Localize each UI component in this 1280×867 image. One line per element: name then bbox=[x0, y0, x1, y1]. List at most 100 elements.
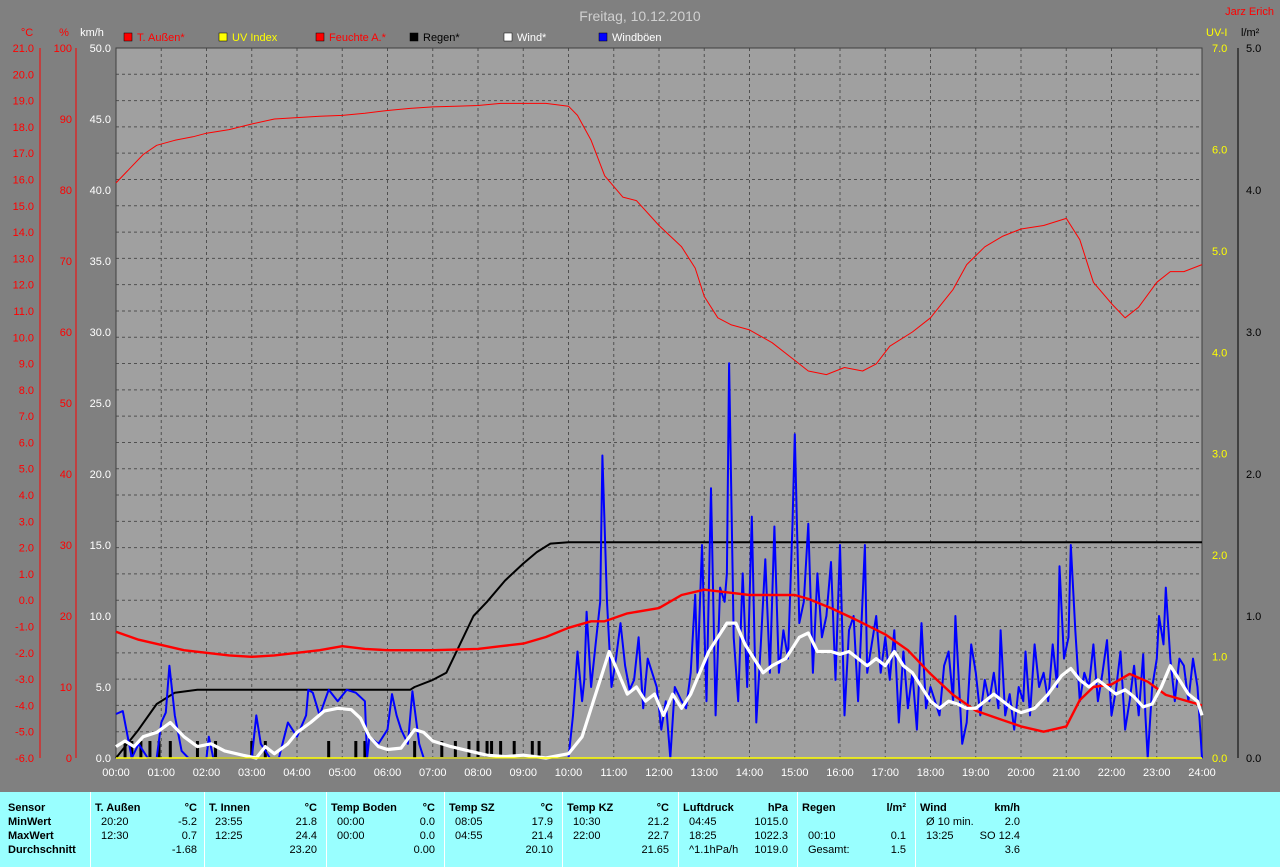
statistics-table: Sensor MinWert MaxWert Durchschnitt T. A… bbox=[0, 792, 1280, 867]
stat-value: 21.4 bbox=[531, 830, 553, 842]
section-name: T. Innen bbox=[209, 802, 250, 814]
chart-title: Freitag, 10.12.2010 bbox=[579, 8, 701, 24]
legend-label: Wind* bbox=[517, 32, 547, 44]
stat-value: 21.8 bbox=[295, 816, 317, 828]
temp-tick-label: 1.0 bbox=[19, 569, 34, 581]
stat-value: 21.2 bbox=[647, 816, 669, 828]
time-tick-label: 00:00 bbox=[102, 767, 130, 779]
legend-swatch bbox=[409, 32, 419, 42]
uv-tick-label: 6.0 bbox=[1212, 144, 1227, 156]
wind-tick-label: 0.0 bbox=[96, 753, 111, 765]
temp-tick-label: 10.0 bbox=[13, 332, 34, 344]
series-regen bbox=[115, 541, 1202, 759]
legend-swatch bbox=[123, 32, 133, 42]
section-unit: °C bbox=[184, 802, 197, 814]
stat-time: 20:20 bbox=[101, 816, 129, 828]
rain-tick-label: 2.0 bbox=[1246, 469, 1261, 481]
section-unit: °C bbox=[656, 802, 669, 814]
hum-tick-label: 90 bbox=[60, 114, 72, 126]
hum-tick-label: 60 bbox=[60, 327, 72, 339]
rain-axis-unit: l/m² bbox=[1241, 27, 1260, 39]
stat-time: 13:25 bbox=[926, 830, 954, 842]
time-tick-label: 19:00 bbox=[962, 767, 990, 779]
hum-axis-unit: % bbox=[59, 27, 69, 39]
temp-axis-unit: °C bbox=[21, 27, 33, 39]
temp-tick-label: 9.0 bbox=[19, 359, 34, 371]
section-name: Luftdruck bbox=[683, 802, 734, 814]
section-name: T. Außen bbox=[95, 802, 141, 814]
legend-swatch bbox=[315, 32, 325, 42]
temp-tick-label: 21.0 bbox=[13, 43, 34, 55]
stats-section: Regen l/m² 00:10 0.1 Gesamt: 1.5 bbox=[797, 792, 912, 867]
stat-value: 0.00 bbox=[413, 844, 435, 856]
series-t-au-en bbox=[115, 588, 1203, 733]
rain-tick-label: 5.0 bbox=[1246, 43, 1261, 55]
row-label-min: MinWert bbox=[8, 816, 52, 828]
temp-tick-label: 5.0 bbox=[19, 464, 34, 476]
temp-tick-label: 2.0 bbox=[19, 543, 34, 555]
time-tick-label: 05:00 bbox=[328, 767, 356, 779]
section-unit: hPa bbox=[767, 802, 788, 814]
legend-label: UV Index bbox=[232, 32, 278, 44]
section-name: Temp Boden bbox=[331, 802, 397, 814]
wind-tick-label: 50.0 bbox=[90, 43, 111, 55]
time-tick-label: 13:00 bbox=[690, 767, 718, 779]
stat-value: 1022.3 bbox=[754, 830, 788, 842]
wind-tick-label: 30.0 bbox=[90, 327, 111, 339]
stat-value: 22.7 bbox=[647, 830, 669, 842]
temp-tick-label: 13.0 bbox=[13, 253, 34, 265]
hum-tick-label: 0 bbox=[66, 753, 72, 765]
section-unit: °C bbox=[422, 802, 435, 814]
legend-label: Windböen bbox=[612, 32, 662, 44]
stats-section: Luftdruck hPa 04:45 1015.0 18:25 1022.3 ^1.1hP… bbox=[678, 792, 794, 867]
stat-value: -5.2 bbox=[178, 816, 197, 828]
stats-section: Temp KZ °C 10:30 21.2 22:00 22.7 21.65 bbox=[562, 792, 675, 867]
temp-tick-label: 15.0 bbox=[13, 201, 34, 213]
row-label-avg: Durchschnitt bbox=[8, 844, 76, 856]
stat-time: 00:00 bbox=[337, 830, 365, 842]
time-tick-label: 15:00 bbox=[781, 767, 809, 779]
section-name: Temp KZ bbox=[567, 802, 614, 814]
stat-value: 3.6 bbox=[1004, 844, 1020, 856]
temp-tick-label: 16.0 bbox=[13, 174, 34, 186]
stat-time: 10:30 bbox=[573, 816, 601, 828]
rain-tick-label: 4.0 bbox=[1246, 185, 1261, 197]
legend-label: Feuchte A.* bbox=[329, 32, 387, 44]
stat-time: Ø 10 min. bbox=[926, 816, 974, 828]
stat-value: -1.68 bbox=[171, 844, 197, 856]
temp-tick-label: -5.0 bbox=[15, 727, 34, 739]
stat-time: 04:45 bbox=[689, 816, 717, 828]
wind-tick-label: 15.0 bbox=[90, 540, 111, 552]
stats-section: T. Außen °C 20:20 -5.2 12:30 0.7 -1.68 bbox=[90, 792, 203, 867]
hum-tick-label: 70 bbox=[60, 256, 72, 268]
wind-tick-label: 35.0 bbox=[90, 256, 111, 268]
hum-tick-label: 20 bbox=[60, 611, 72, 623]
temp-tick-label: 0.0 bbox=[19, 595, 34, 607]
rain-tick-label: 1.0 bbox=[1246, 611, 1261, 623]
temp-tick-label: -2.0 bbox=[15, 648, 34, 660]
time-tick-label: 07:00 bbox=[419, 767, 447, 779]
row-label-max: MaxWert bbox=[8, 830, 54, 842]
stat-value: SO 12.4 bbox=[979, 830, 1020, 842]
stat-time: 23:55 bbox=[215, 816, 243, 828]
temp-tick-label: 17.0 bbox=[13, 148, 34, 160]
stat-time: 12:25 bbox=[215, 830, 243, 842]
time-tick-label: 23:00 bbox=[1143, 767, 1171, 779]
uv-tick-label: 2.0 bbox=[1212, 550, 1227, 562]
section-name: Regen bbox=[802, 802, 836, 814]
temp-tick-label: 8.0 bbox=[19, 385, 34, 397]
weather-chart: -6.0 -5.0 -4.0 -3.0 -2.0 -1.0 0.0 1.0 2.0 3.0 4.0 5… bbox=[12, 6, 1274, 779]
time-tick-label: 21:00 bbox=[1052, 767, 1080, 779]
stat-time: Gesamt: bbox=[808, 844, 850, 856]
section-unit: km/h bbox=[994, 802, 1020, 814]
stat-time: 00:00 bbox=[337, 816, 365, 828]
stat-value: 1.5 bbox=[890, 844, 906, 856]
stat-value: 17.9 bbox=[531, 816, 553, 828]
uv-tick-label: 4.0 bbox=[1212, 347, 1227, 359]
stat-time: 22:00 bbox=[573, 830, 601, 842]
section-unit: °C bbox=[304, 802, 317, 814]
legend-swatch bbox=[503, 32, 513, 42]
stat-value: 20.10 bbox=[525, 844, 553, 856]
time-tick-label: 06:00 bbox=[374, 767, 402, 779]
series-feuchte-a bbox=[115, 102, 1203, 376]
